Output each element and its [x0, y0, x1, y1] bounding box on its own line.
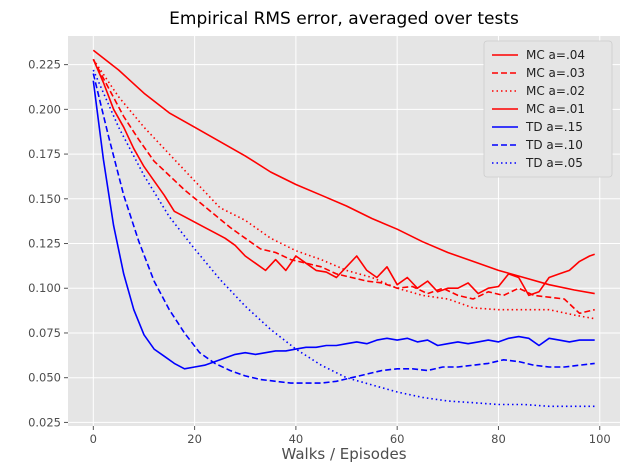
legend-label: MC a=.04 [526, 48, 585, 62]
x-tick-label: 80 [491, 432, 506, 446]
legend-label: TD a=.15 [525, 120, 583, 134]
y-tick-label: 0.125 [28, 237, 61, 251]
legend-label: TD a=.10 [525, 138, 583, 152]
y-tick-label: 0.175 [28, 147, 61, 161]
legend-label: MC a=.01 [526, 102, 585, 116]
series-line-0 [92, 49, 595, 295]
x-tick-label: 100 [589, 432, 611, 446]
series-line-3 [92, 58, 595, 297]
series-line-5 [92, 73, 595, 384]
x-tick-label: 20 [187, 432, 202, 446]
legend-label: MC a=.03 [526, 66, 585, 80]
y-tick-label: 0.075 [28, 326, 61, 340]
y-tick-label: 0.200 [28, 102, 61, 116]
legend-box [483, 40, 613, 178]
x-tick-label: 60 [390, 432, 405, 446]
x-tick-label: 40 [289, 432, 304, 446]
y-tick-label: 0.150 [28, 192, 61, 206]
legend-label: MC a=.02 [526, 84, 585, 98]
y-tick-label: 0.050 [28, 371, 61, 385]
series-lines [92, 49, 595, 408]
y-tick-label: 0.025 [28, 415, 61, 429]
grid-lines [68, 36, 620, 426]
x-axis-title: Walks / Episodes [281, 445, 406, 463]
y-tick-label: 0.225 [28, 58, 61, 72]
legend-label: TD a=.05 [525, 156, 583, 170]
chart-title: Empirical RMS error, averaged over tests [169, 9, 519, 29]
y-tick-label: 0.100 [28, 281, 61, 295]
x-tick-label: 0 [90, 432, 97, 446]
axis-ticks: 0 20 40 60 80 100 0.025 0.050 0.075 0.100 0.125 0.1… [28, 58, 611, 446]
legend: MC a=.04 MC a=.03 MC a=.02 MC a=.01 TD a=.15… [483, 40, 613, 178]
series-line-1 [92, 58, 595, 315]
series-line-4 [92, 80, 595, 370]
